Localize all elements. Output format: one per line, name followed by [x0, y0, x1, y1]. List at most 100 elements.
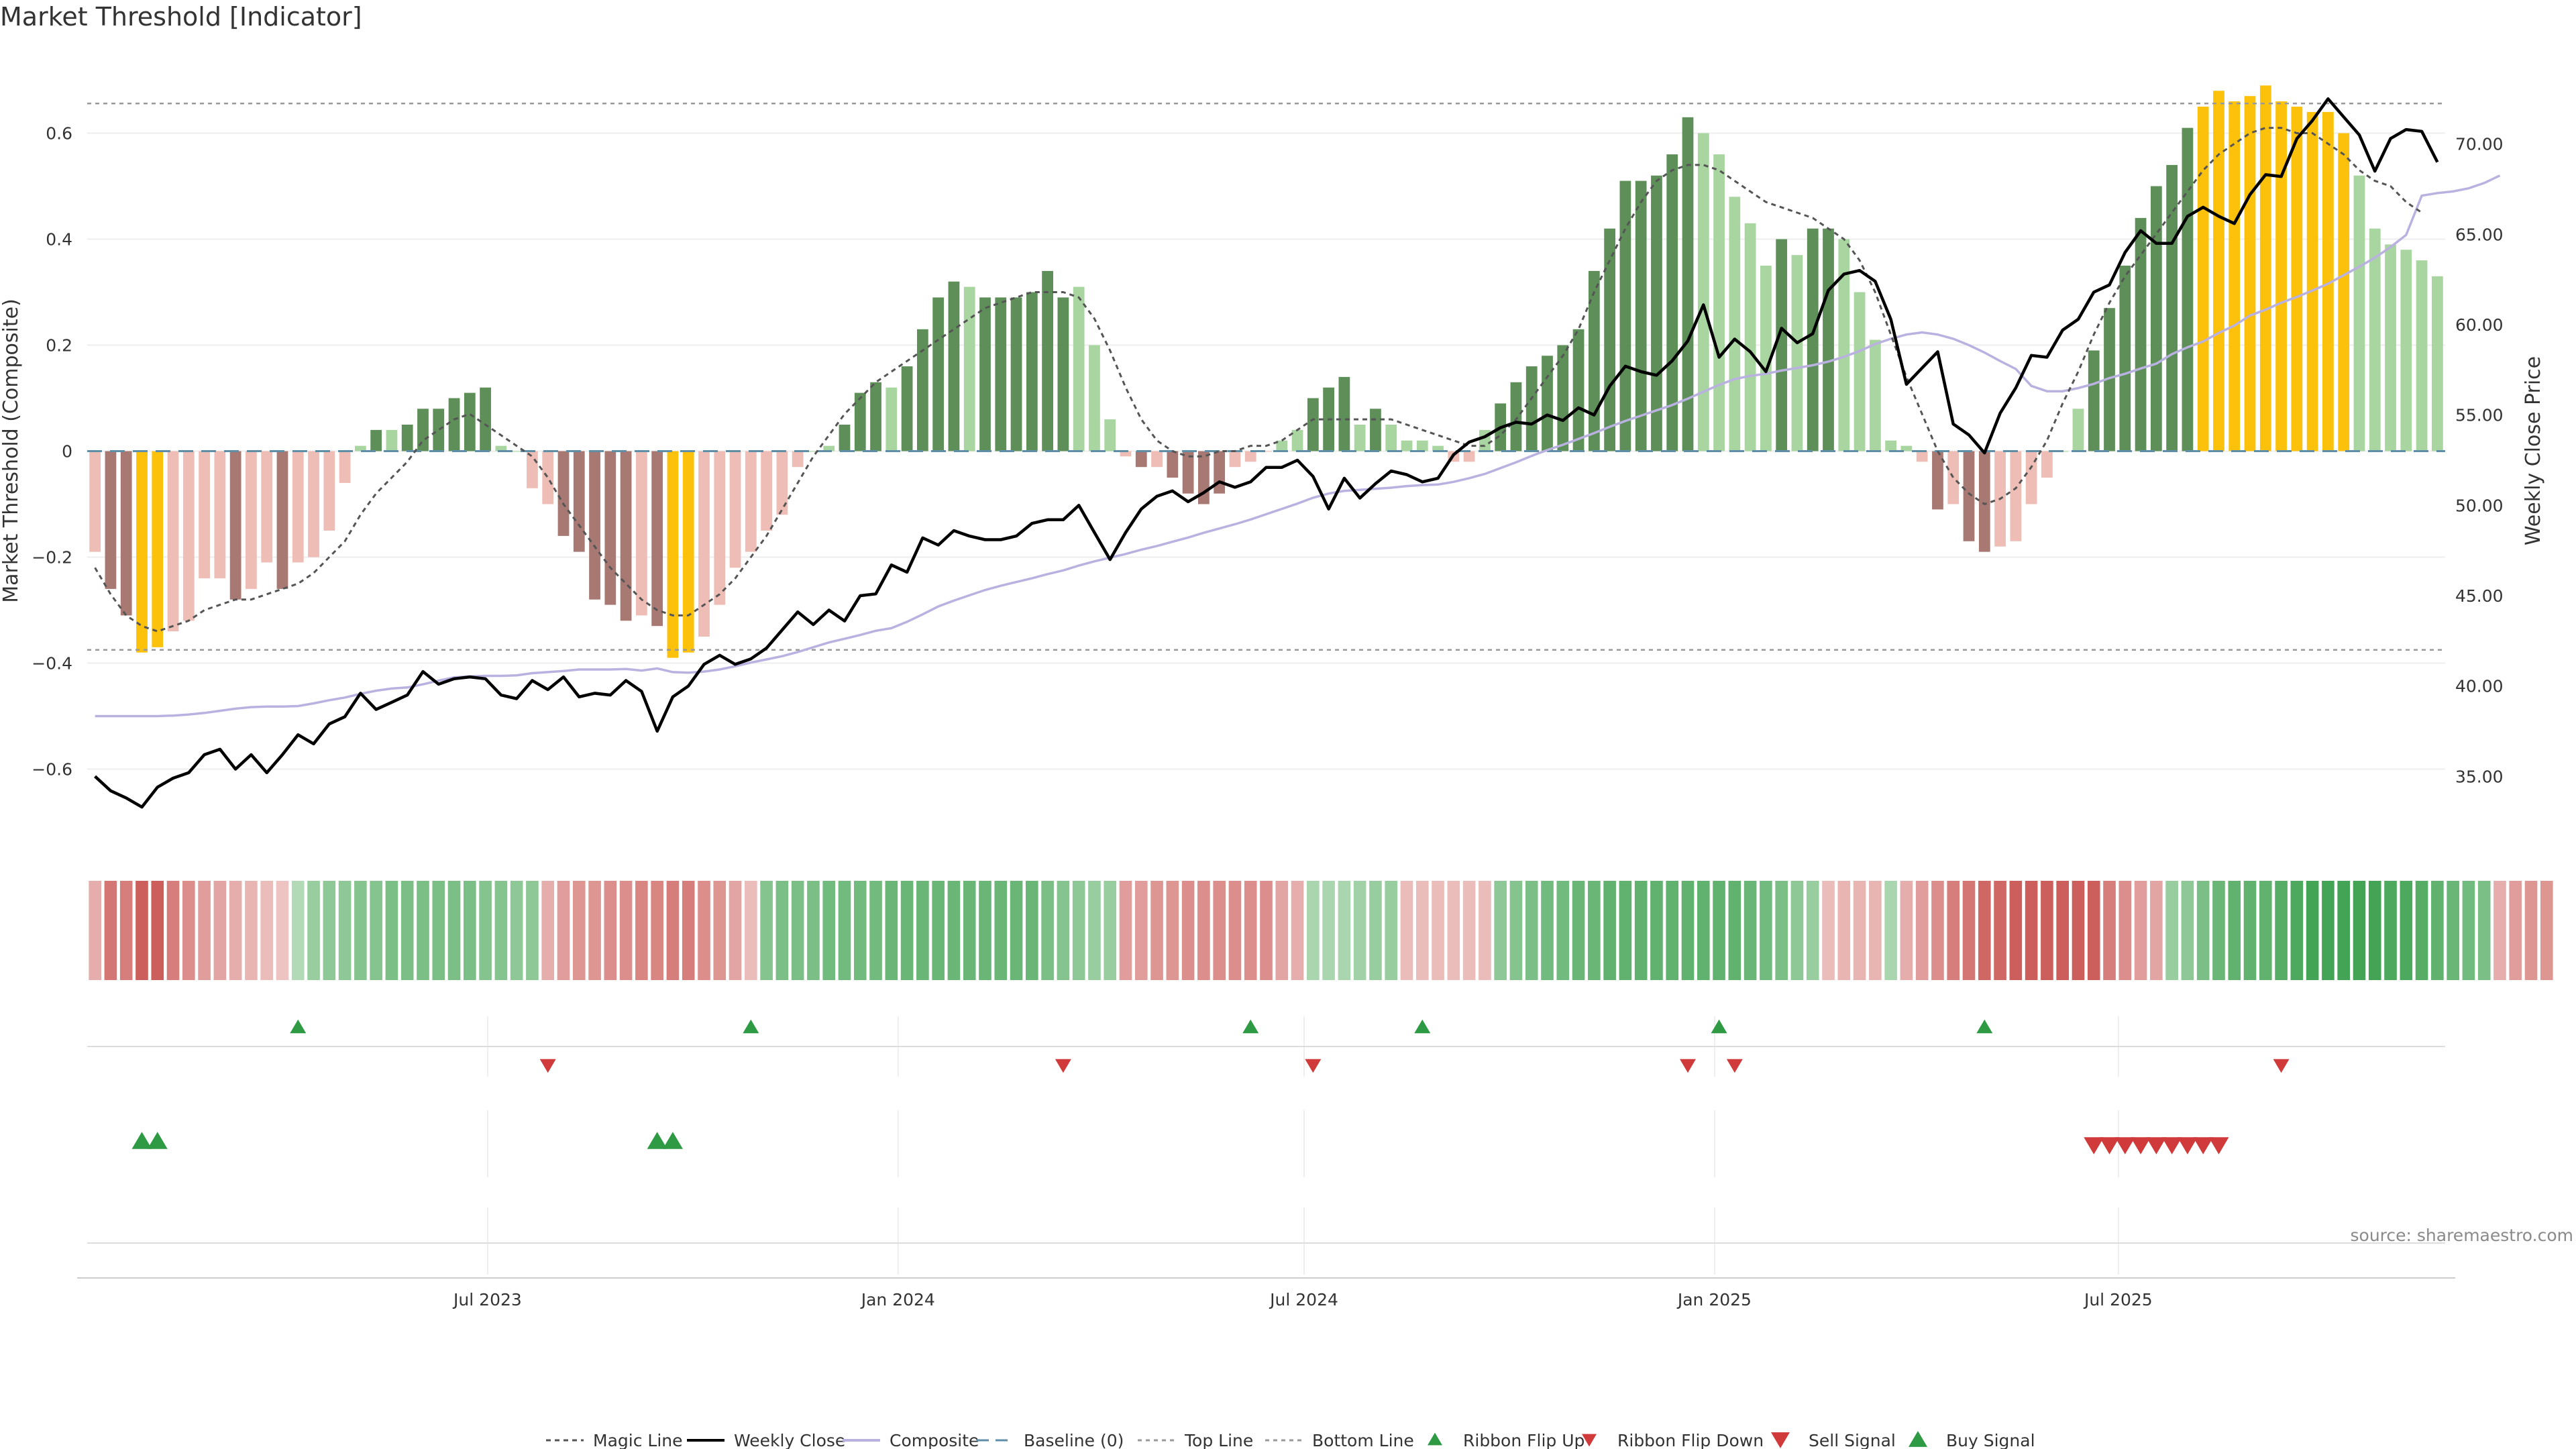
ribbon-cell: [760, 881, 773, 980]
ribbon-cell: [2259, 881, 2272, 980]
composite-bar: [2213, 91, 2224, 451]
ribbon-cell: [447, 881, 461, 980]
composite-bar: [682, 451, 694, 653]
legend-label: Magic Line: [593, 1431, 683, 1449]
ribbon-cell: [2041, 881, 2053, 980]
ribbon-flip-up-marker: [1711, 1019, 1727, 1034]
ribbon-cell: [1790, 881, 1804, 980]
x-tick-label: Jan 2024: [860, 1290, 935, 1309]
ribbon-cell: [2228, 881, 2241, 980]
composite-bar: [167, 451, 179, 632]
ribbon-cell: [1088, 881, 1101, 980]
composite-bar: [1073, 286, 1085, 451]
ribbon-cell: [276, 881, 289, 980]
legend-label: Ribbon Flip Up: [1463, 1431, 1585, 1449]
ribbon-cell: [2540, 881, 2553, 980]
composite-bar: [2431, 276, 2443, 451]
legend-item: Magic Line: [546, 1431, 683, 1449]
ribbon-flip-down-marker: [1726, 1059, 1743, 1073]
ribbon-cell: [1275, 881, 1289, 980]
ribbon-flip-down-marker: [1680, 1059, 1697, 1073]
composite-bar: [464, 392, 476, 451]
ribbon-cell: [1666, 881, 1679, 980]
ribbon-cell: [775, 881, 789, 980]
composite-bar: [1791, 255, 1803, 451]
composite-bar: [2197, 107, 2209, 451]
ribbon-flip-down-marker: [1055, 1059, 1071, 1073]
ribbon-cell: [1322, 881, 1335, 980]
composite-bar: [2119, 266, 2131, 451]
ribbon-cell: [2368, 881, 2381, 980]
ribbon-cell: [2524, 881, 2538, 980]
sell-signal-marker: [2084, 1137, 2104, 1155]
left-tick-label: −0.2: [32, 548, 72, 568]
composite-bar: [1510, 382, 1522, 451]
legend-item: Sell Signal: [1771, 1431, 1896, 1449]
composite-bar: [1635, 180, 1647, 451]
composite-bar: [557, 451, 570, 536]
left-tick-label: −0.6: [32, 760, 72, 780]
ribbon-cell: [1947, 881, 1960, 980]
ribbon-cell: [1728, 881, 1741, 980]
legend-item: Top Line: [1138, 1431, 1253, 1449]
ribbon-cell: [338, 881, 352, 980]
ribbon-cell: [853, 881, 867, 980]
composite-bar: [854, 392, 866, 451]
ribbon-cell: [2196, 881, 2210, 980]
legend-item: Composite: [843, 1431, 979, 1449]
composite-bar: [917, 329, 928, 451]
ribbon-cell: [1994, 881, 2006, 980]
composite-bar: [1182, 451, 1194, 494]
composite-bar: [1760, 266, 1772, 451]
composite-bar: [2088, 350, 2100, 451]
composite-bar: [323, 451, 335, 531]
composite-bar: [620, 451, 632, 621]
composite-bar: [246, 451, 257, 589]
composite-bar: [527, 451, 538, 488]
composite-bar: [511, 451, 523, 452]
ribbon-cell: [104, 881, 117, 980]
ribbon-cell: [822, 881, 836, 980]
ribbon-cell: [1650, 881, 1663, 980]
ribbon-cell: [541, 881, 555, 980]
left-axis-ticks: 0.6 0.4 0.2 0 −0.2 −0.4 −0.6: [32, 124, 72, 780]
composite-bar: [1651, 175, 1662, 451]
ribbon-cell: [1415, 881, 1429, 980]
ribbon-cell: [2025, 881, 2038, 980]
composite-bar: [401, 425, 413, 451]
composite-bar: [1697, 133, 1709, 451]
composite-bar: [1104, 419, 1116, 451]
buy-signal-marker: [647, 1132, 667, 1149]
ribbon-cell: [979, 881, 991, 980]
composite-bar: [1354, 425, 1366, 451]
ribbon-cell: [1962, 881, 1976, 980]
magic-line: [94, 127, 2422, 633]
ribbon-cell: [994, 881, 1008, 980]
ribbon-cell: [666, 881, 680, 980]
ribbon-cell: [1915, 881, 1929, 980]
ribbon-cell: [354, 881, 367, 980]
composite-bar: [1588, 270, 1600, 451]
ribbon-cell: [2056, 881, 2069, 980]
composite-bar: [1291, 429, 1303, 451]
x-tick-label: Jul 2023: [452, 1290, 522, 1309]
composite-bar: [261, 451, 273, 563]
ribbon-cell: [198, 881, 211, 980]
sell-signal-marker: [2114, 1137, 2135, 1155]
composite-bar: [386, 429, 398, 451]
composite-bar: [761, 451, 772, 531]
composite-bar: [698, 451, 710, 637]
ribbon-cell: [2447, 881, 2459, 980]
ribbon-cell: [1931, 881, 1944, 980]
ribbon-cell: [213, 881, 227, 980]
composite-bar: [963, 286, 975, 451]
composite-bar: [199, 451, 210, 579]
ribbon-cell: [1307, 881, 1320, 980]
ribbon-cell: [1853, 881, 1866, 980]
legend-label: Sell Signal: [1809, 1431, 1896, 1449]
composite-bar: [1885, 440, 1897, 451]
left-tick-label: 0: [62, 442, 72, 462]
composite-bar: [1151, 451, 1163, 468]
ribbon-cell: [2493, 881, 2506, 980]
ribbon-cell: [2477, 881, 2491, 980]
